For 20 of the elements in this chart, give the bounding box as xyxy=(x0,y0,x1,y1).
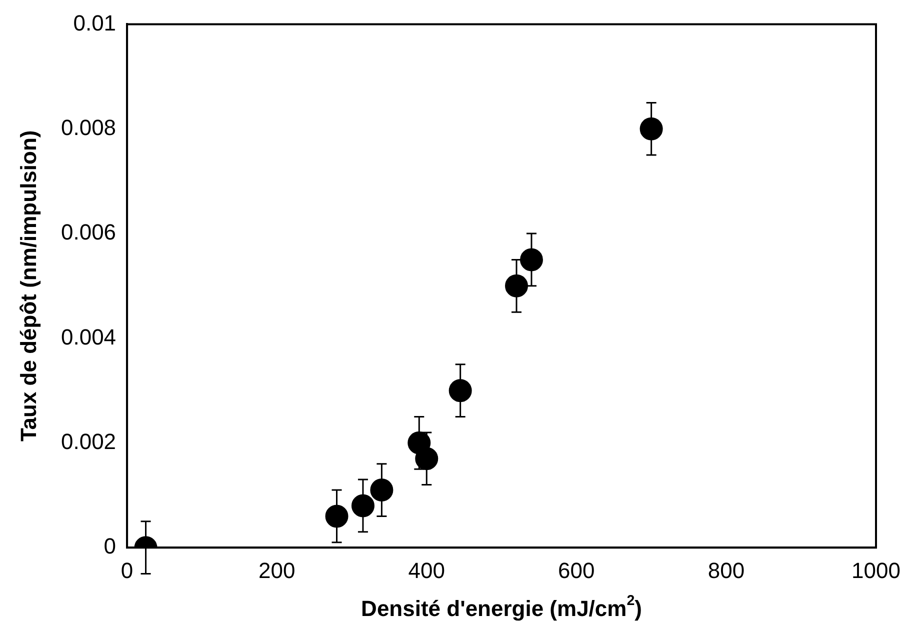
point xyxy=(520,248,543,272)
x-tick-label: 200 xyxy=(258,558,296,583)
y-tick-label: 0 xyxy=(104,534,116,559)
point xyxy=(505,274,528,298)
y-tick-label: 0.004 xyxy=(60,324,116,350)
y-tick-label: 0.006 xyxy=(60,220,116,245)
y-axis-title: Taux de dépôt (nm/impulsion) xyxy=(16,130,42,442)
x-tick-label: 0 xyxy=(120,558,134,583)
point xyxy=(370,478,394,502)
point xyxy=(351,494,374,518)
point xyxy=(640,117,663,140)
x-tick-label: 600 xyxy=(558,558,595,583)
x-tick-label: 800 xyxy=(708,558,745,583)
y-tick-label: 0.01 xyxy=(73,10,116,36)
y-tick-label: 0.008 xyxy=(60,114,116,140)
y-tick-label: 0.002 xyxy=(60,428,116,454)
point xyxy=(448,379,472,402)
x-tick-label: 1000 xyxy=(852,558,900,583)
point xyxy=(325,504,348,528)
x-tick-label: 400 xyxy=(408,558,445,583)
